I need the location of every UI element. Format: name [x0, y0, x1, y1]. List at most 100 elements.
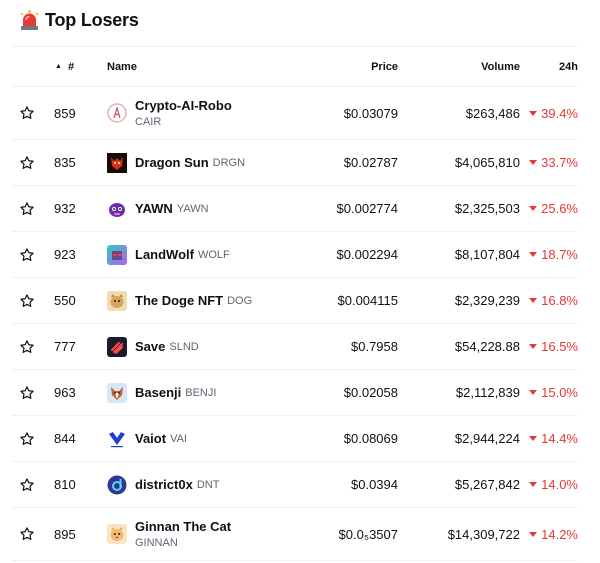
table-row[interactable]: 810 district0x DNT $0.0394 $5,267,842 14.0%	[12, 462, 578, 508]
coin-volume: $2,325,503	[454, 201, 520, 216]
table-row[interactable]: 859 Crypto-AI-Robo CAIR $0.03079 $263,486 39.…	[12, 87, 578, 140]
coin-price: $0.0₅3507	[338, 526, 398, 542]
coin-name-cell[interactable]: YAWN YAWN	[107, 198, 282, 219]
coin-rank: 859	[54, 105, 76, 121]
volume-column-header[interactable]: Volume	[481, 60, 520, 73]
caret-down-icon	[529, 436, 538, 441]
save-logo-icon	[107, 336, 127, 357]
losers-table: ▲ # Name Price Volume 24h 859 Crypto-AI-R…	[12, 46, 578, 561]
coin-rank: 932	[54, 201, 76, 216]
coin-symbol: DOG	[227, 294, 253, 307]
page-title: Top Losers	[45, 9, 139, 30]
sort-asc-icon: ▲	[55, 63, 62, 70]
coin-name[interactable]: The Doge NFT	[135, 293, 224, 308]
coin-change: 14.0%	[520, 477, 578, 492]
coin-name[interactable]: Ginnan The Cat	[135, 519, 232, 534]
rank-column-header[interactable]: ▲ #	[55, 60, 75, 73]
caret-down-icon	[529, 160, 538, 165]
price-column-header[interactable]: Price	[371, 60, 398, 73]
coin-volume: $2,944,224	[454, 431, 520, 446]
table-row[interactable]: 835 Dragon Sun DRGN $0.02787 $4,065,810 33.7%	[12, 140, 578, 186]
watchlist-star-icon[interactable]	[12, 477, 42, 493]
coin-rank: 777	[54, 339, 76, 354]
coin-volume: $263,486	[465, 105, 520, 121]
watchlist-star-icon[interactable]	[12, 385, 42, 401]
basenji-logo-icon	[107, 382, 127, 403]
coin-name[interactable]: Crypto-AI-Robo	[135, 98, 232, 113]
coin-price: $0.02787	[343, 155, 398, 170]
coin-name-cell[interactable]: Basenji BENJI	[107, 382, 282, 403]
watchlist-star-icon[interactable]	[12, 526, 42, 542]
coin-rank: 963	[54, 385, 76, 400]
coin-rank: 844	[54, 431, 76, 446]
coin-name-cell[interactable]: LandWolf WOLF	[107, 244, 282, 265]
coin-symbol: BENJI	[185, 386, 217, 399]
coin-name-cell[interactable]: Vaiot VAI	[107, 429, 282, 449]
watchlist-star-icon[interactable]	[12, 155, 42, 171]
coin-name-cell[interactable]: Crypto-AI-Robo CAIR	[107, 98, 282, 128]
name-column-header[interactable]: Name	[107, 60, 137, 73]
coin-volume: $5,267,842	[454, 477, 520, 492]
table-row[interactable]: 963 Basenji BENJI $0.02058 $2,112,839 15.0%	[12, 370, 578, 416]
coin-change: 16.8%	[520, 293, 578, 308]
change-column-header[interactable]: 24h	[559, 60, 578, 73]
coin-rank: 895	[54, 526, 76, 542]
caret-down-icon	[529, 252, 538, 257]
coin-price: $0.002294	[336, 247, 398, 262]
coin-rank: 923	[54, 247, 76, 262]
coin-name[interactable]: Save	[135, 339, 166, 354]
coin-volume: $4,065,810	[454, 155, 520, 170]
table-row[interactable]: 923 LandWolf WOLF $0.002294 $8,107,804 18.7%	[12, 232, 578, 278]
coin-price: $0.08069	[343, 431, 398, 446]
coin-name-cell[interactable]: district0x DNT	[107, 475, 282, 495]
watchlist-star-icon[interactable]	[12, 431, 42, 447]
coin-price: $0.03079	[343, 105, 398, 121]
crypto-ai-robo-logo-icon	[107, 103, 127, 123]
siren-icon	[20, 10, 39, 30]
coin-name[interactable]: Basenji	[135, 385, 182, 400]
coin-name[interactable]: district0x	[135, 477, 193, 492]
coin-price: $0.0394	[351, 477, 398, 492]
watchlist-star-icon[interactable]	[12, 293, 42, 309]
yawn-logo-icon	[107, 198, 127, 219]
coin-change: 15.0%	[520, 385, 578, 400]
coin-name-cell[interactable]: Save SLND	[107, 336, 282, 357]
coin-name[interactable]: YAWN	[135, 201, 173, 216]
coin-name-cell[interactable]: Ginnan The Cat GINNAN	[107, 519, 282, 549]
page-header: Top Losers	[20, 8, 139, 32]
caret-down-icon	[529, 206, 538, 211]
watchlist-star-icon[interactable]	[12, 247, 42, 263]
coin-symbol: GINNAN	[135, 537, 178, 549]
coin-volume: $2,329,239	[454, 293, 520, 308]
table-row[interactable]: 777 Save SLND $0.7958 $54,228.88 16.5%	[12, 324, 578, 370]
watchlist-star-icon[interactable]	[12, 339, 42, 355]
table-row[interactable]: 844 Vaiot VAI $0.08069 $2,944,224 14.4%	[12, 416, 578, 462]
caret-down-icon	[529, 482, 538, 487]
coin-change: 18.7%	[520, 247, 578, 262]
coin-symbol: CAIR	[135, 116, 162, 128]
coin-symbol: VAI	[170, 432, 187, 445]
watchlist-star-icon[interactable]	[12, 201, 42, 217]
coin-change: 14.4%	[520, 431, 578, 446]
coin-name-cell[interactable]: Dragon Sun DRGN	[107, 152, 282, 173]
coin-price: $0.004115	[337, 293, 399, 308]
coin-change: 16.5%	[520, 339, 578, 354]
table-row[interactable]: 895 Ginnan The Cat GINNAN $0.0₅3507 $14,309,…	[12, 508, 578, 561]
coin-name-cell[interactable]: The Doge NFT DOG	[107, 290, 282, 311]
caret-down-icon	[529, 298, 538, 303]
coin-volume: $14,309,722	[447, 526, 520, 542]
table-row[interactable]: 932 YAWN YAWN $0.002774 $2,325,503 25.6%	[12, 186, 578, 232]
coin-price: $0.02058	[343, 385, 398, 400]
caret-down-icon	[529, 344, 538, 349]
coin-name[interactable]: LandWolf	[135, 247, 194, 262]
coin-price: $0.7958	[351, 339, 398, 354]
table-row[interactable]: 550 The Doge NFT DOG $0.004115 $2,329,239 16.…	[12, 278, 578, 324]
coin-rank: 835	[54, 155, 76, 170]
coin-name[interactable]: Vaiot	[135, 431, 167, 446]
coin-name[interactable]: Dragon Sun	[135, 155, 209, 170]
watchlist-star-icon[interactable]	[12, 105, 42, 121]
coin-price: $0.002774	[336, 201, 398, 216]
coin-volume: $2,112,839	[455, 385, 520, 400]
coin-symbol: DNT	[196, 478, 220, 491]
dragon-sun-logo-icon	[107, 152, 127, 173]
